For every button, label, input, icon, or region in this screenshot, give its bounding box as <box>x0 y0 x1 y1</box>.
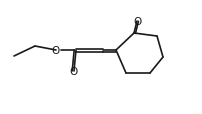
Text: O: O <box>133 17 141 27</box>
Text: O: O <box>70 66 78 76</box>
Text: O: O <box>52 46 60 56</box>
